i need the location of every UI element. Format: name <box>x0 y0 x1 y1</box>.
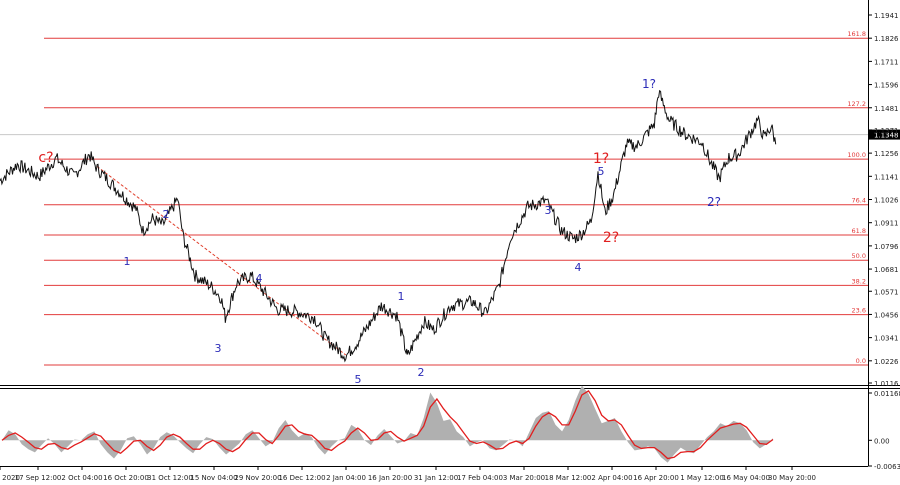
time-tick-label: 17 Sep 12:00 <box>15 474 62 482</box>
current-price-tag <box>869 129 900 140</box>
time-tick-label: 30 May 20:00 <box>768 474 816 482</box>
osc-signal-line <box>1 390 774 460</box>
price-tick-label: 1.1711 <box>874 58 899 66</box>
price-tick-label: 1.0796 <box>874 243 899 251</box>
price-tick-label: 1.0681 <box>874 266 899 274</box>
fib-level-label: 76.4 <box>852 197 866 205</box>
osc-tick-label: 0.01168 <box>874 390 900 398</box>
time-tick-label: 1 May 12:00 <box>680 474 724 482</box>
wave-label: 5 <box>355 373 362 386</box>
time-tick-label: 31 Oct 12:00 <box>147 474 193 482</box>
price-tick-label: 1.1371 <box>874 127 899 135</box>
time-tick-label: 16 Dec 12:00 <box>278 474 325 482</box>
wave-label: 2? <box>603 230 619 246</box>
price-tick-label: 1.1941 <box>874 12 899 20</box>
price-tick-label: 1.1026 <box>874 197 899 205</box>
fibonacci-levels: 161.8 127.2 100.0 76.4 61.8 50.0 38.2 23.6 0.0 1.… <box>0 30 900 366</box>
wave-label: 2 <box>163 208 170 221</box>
price-tick-label: 1.0226 <box>874 358 899 366</box>
time-tick-label: 16 Apr 20:00 <box>633 474 679 482</box>
time-tick-label: 29 Nov 20:00 <box>234 474 281 482</box>
price-tick-label: 1.0341 <box>874 335 899 343</box>
time-tick-label: 16 Oct 20:00 <box>103 474 149 482</box>
trend-line <box>96 166 347 356</box>
price-tick-label: 1.0571 <box>874 288 899 296</box>
wave-label: 3 <box>215 342 222 355</box>
oscillator-axis-ticks: 0.01168 0.00 -0.00635 <box>868 390 900 471</box>
price-tick-label: 1.0911 <box>874 220 899 228</box>
osc-tick-label: 0.00 <box>874 437 890 445</box>
time-tick-label: 31 Jan 12:00 <box>414 474 458 482</box>
price-axis-ticks: 1.1941 1.1826 1.1711 1.1596 1.1481 1.1371 1.12… <box>868 12 899 388</box>
price-series <box>0 89 777 363</box>
wave-label: 1? <box>593 151 609 167</box>
fib-level-label: 50.0 <box>852 252 866 260</box>
price-tick-label: 1.0456 <box>874 311 899 319</box>
wave-label: 2? <box>707 195 721 209</box>
price-tick-label: 1.0116 <box>874 380 899 388</box>
time-tick-label: 17 Feb 04:00 <box>457 474 503 482</box>
time-tick-label: 3 Mar 20:00 <box>503 474 545 482</box>
wave-label: 1? <box>642 77 656 91</box>
price-tick-label: 1.1481 <box>874 105 899 113</box>
wave-label: 3 <box>545 204 552 217</box>
wave-label: 2 <box>418 366 425 379</box>
wave-label: 5 <box>598 165 605 178</box>
current-price-label: 1.1348 <box>874 132 899 140</box>
time-tick-label: 2 Oct 04:00 <box>61 474 102 482</box>
time-tick-label: 1 Sep 2020 <box>0 474 20 482</box>
price-tick-label: 1.1141 <box>874 173 899 181</box>
wave-label: 4 <box>256 272 263 285</box>
fib-level-label: 0.0 <box>856 357 866 365</box>
oscillator-panel: 0.01168 0.00 -0.00635 <box>1 385 900 471</box>
fib-level-label: 61.8 <box>852 227 866 235</box>
osc-tick-label: -0.00635 <box>874 463 900 471</box>
time-tick-label: 18 Mar 12:00 <box>545 474 592 482</box>
price-line <box>0 89 777 363</box>
fib-level-label: 38.2 <box>852 277 866 285</box>
fib-level-label: 23.6 <box>852 307 866 315</box>
time-tick-label: 2 Apr 04:00 <box>591 474 632 482</box>
price-tick-label: 1.1596 <box>874 82 899 90</box>
fib-level-label: 127.2 <box>847 100 866 108</box>
time-tick-label: 16 May 04:00 <box>722 474 770 482</box>
trend-line-dashed <box>96 166 347 356</box>
price-tick-label: 1.1256 <box>874 150 899 158</box>
oscillator-signal-line <box>1 390 774 460</box>
osc-histogram-area <box>2 385 773 463</box>
time-tick-label: 2 Jan 04:00 <box>326 474 366 482</box>
fib-level-label: 100.0 <box>847 151 866 159</box>
wave-label: c? <box>38 150 53 166</box>
price-tick-label: 1.1826 <box>874 35 899 43</box>
fib-level-label: 161.8 <box>847 30 866 38</box>
wave-label: 1 <box>124 255 131 268</box>
wave-label: 4 <box>575 261 582 274</box>
wave-label: 1 <box>398 290 405 303</box>
time-tick-label: 16 Jan 20:00 <box>368 474 412 482</box>
main-price-panel: 161.8127.2100.076.461.850.038.223.60.01.… <box>0 0 900 466</box>
oscillator-histogram <box>2 385 773 463</box>
time-tick-label: 15 Nov 04:00 <box>190 474 237 482</box>
